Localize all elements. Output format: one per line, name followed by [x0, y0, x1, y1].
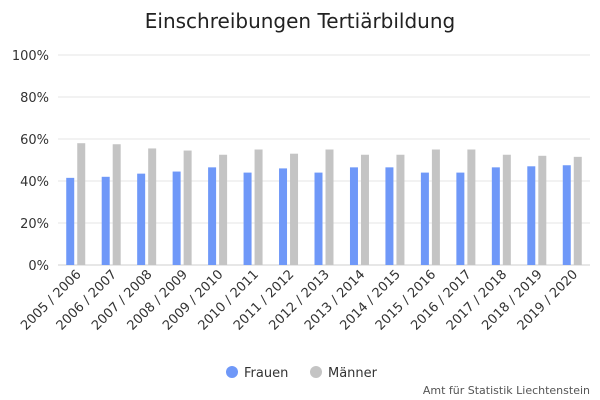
bar-frauen [527, 166, 536, 265]
bar-frauen [137, 173, 146, 265]
legend-marker [226, 366, 238, 378]
y-axis-ticks: 0% 20% 40% 60% 80% 100% [12, 49, 49, 274]
bar-maenner [360, 154, 369, 265]
bar-maenner [148, 148, 157, 265]
bar-frauen [491, 167, 500, 265]
legend-marker [310, 366, 322, 378]
y-tick-label: 0% [28, 259, 49, 274]
bar-frauen [243, 172, 252, 265]
bar-frauen [562, 165, 571, 265]
y-tick-label: 80% [20, 91, 49, 106]
bar-maenner [77, 143, 86, 265]
y-tick-label: 100% [12, 49, 49, 64]
bar-maenner [290, 153, 299, 265]
bar-maenner [431, 149, 440, 265]
bar-maenner [325, 149, 334, 265]
bar-frauen [349, 167, 358, 265]
x-tick-label: 2005 / 2006 [18, 267, 84, 333]
bars [66, 143, 582, 265]
bar-frauen [208, 167, 217, 265]
bar-frauen [385, 167, 394, 265]
bar-maenner [112, 144, 121, 265]
grid-layer [58, 54, 590, 266]
bar-frauen [420, 172, 429, 265]
legend: Frauen Männer [226, 366, 378, 381]
bar-frauen [66, 177, 75, 265]
bar-maenner [573, 156, 582, 265]
bar-frauen [314, 172, 323, 265]
chart-title: Einschreibungen Tertiärbildung [145, 9, 455, 33]
legend-label: Männer [328, 366, 378, 381]
y-tick-label: 40% [20, 175, 49, 190]
y-tick-label: 20% [20, 217, 49, 232]
bar-maenner [538, 155, 547, 265]
bar-maenner [254, 149, 263, 265]
bar-frauen [172, 171, 181, 265]
bar-maenner [183, 150, 192, 265]
legend-label: Frauen [244, 366, 288, 381]
bar-maenner [502, 154, 511, 265]
bar-frauen [279, 168, 288, 265]
bar-maenner [467, 149, 476, 265]
source-note: Amt für Statistik Liechtenstein [423, 384, 590, 397]
y-tick-label: 60% [20, 133, 49, 148]
bar-maenner [396, 154, 405, 265]
bar-frauen [456, 172, 465, 265]
bar-maenner [219, 154, 228, 265]
bar-frauen [101, 176, 110, 265]
